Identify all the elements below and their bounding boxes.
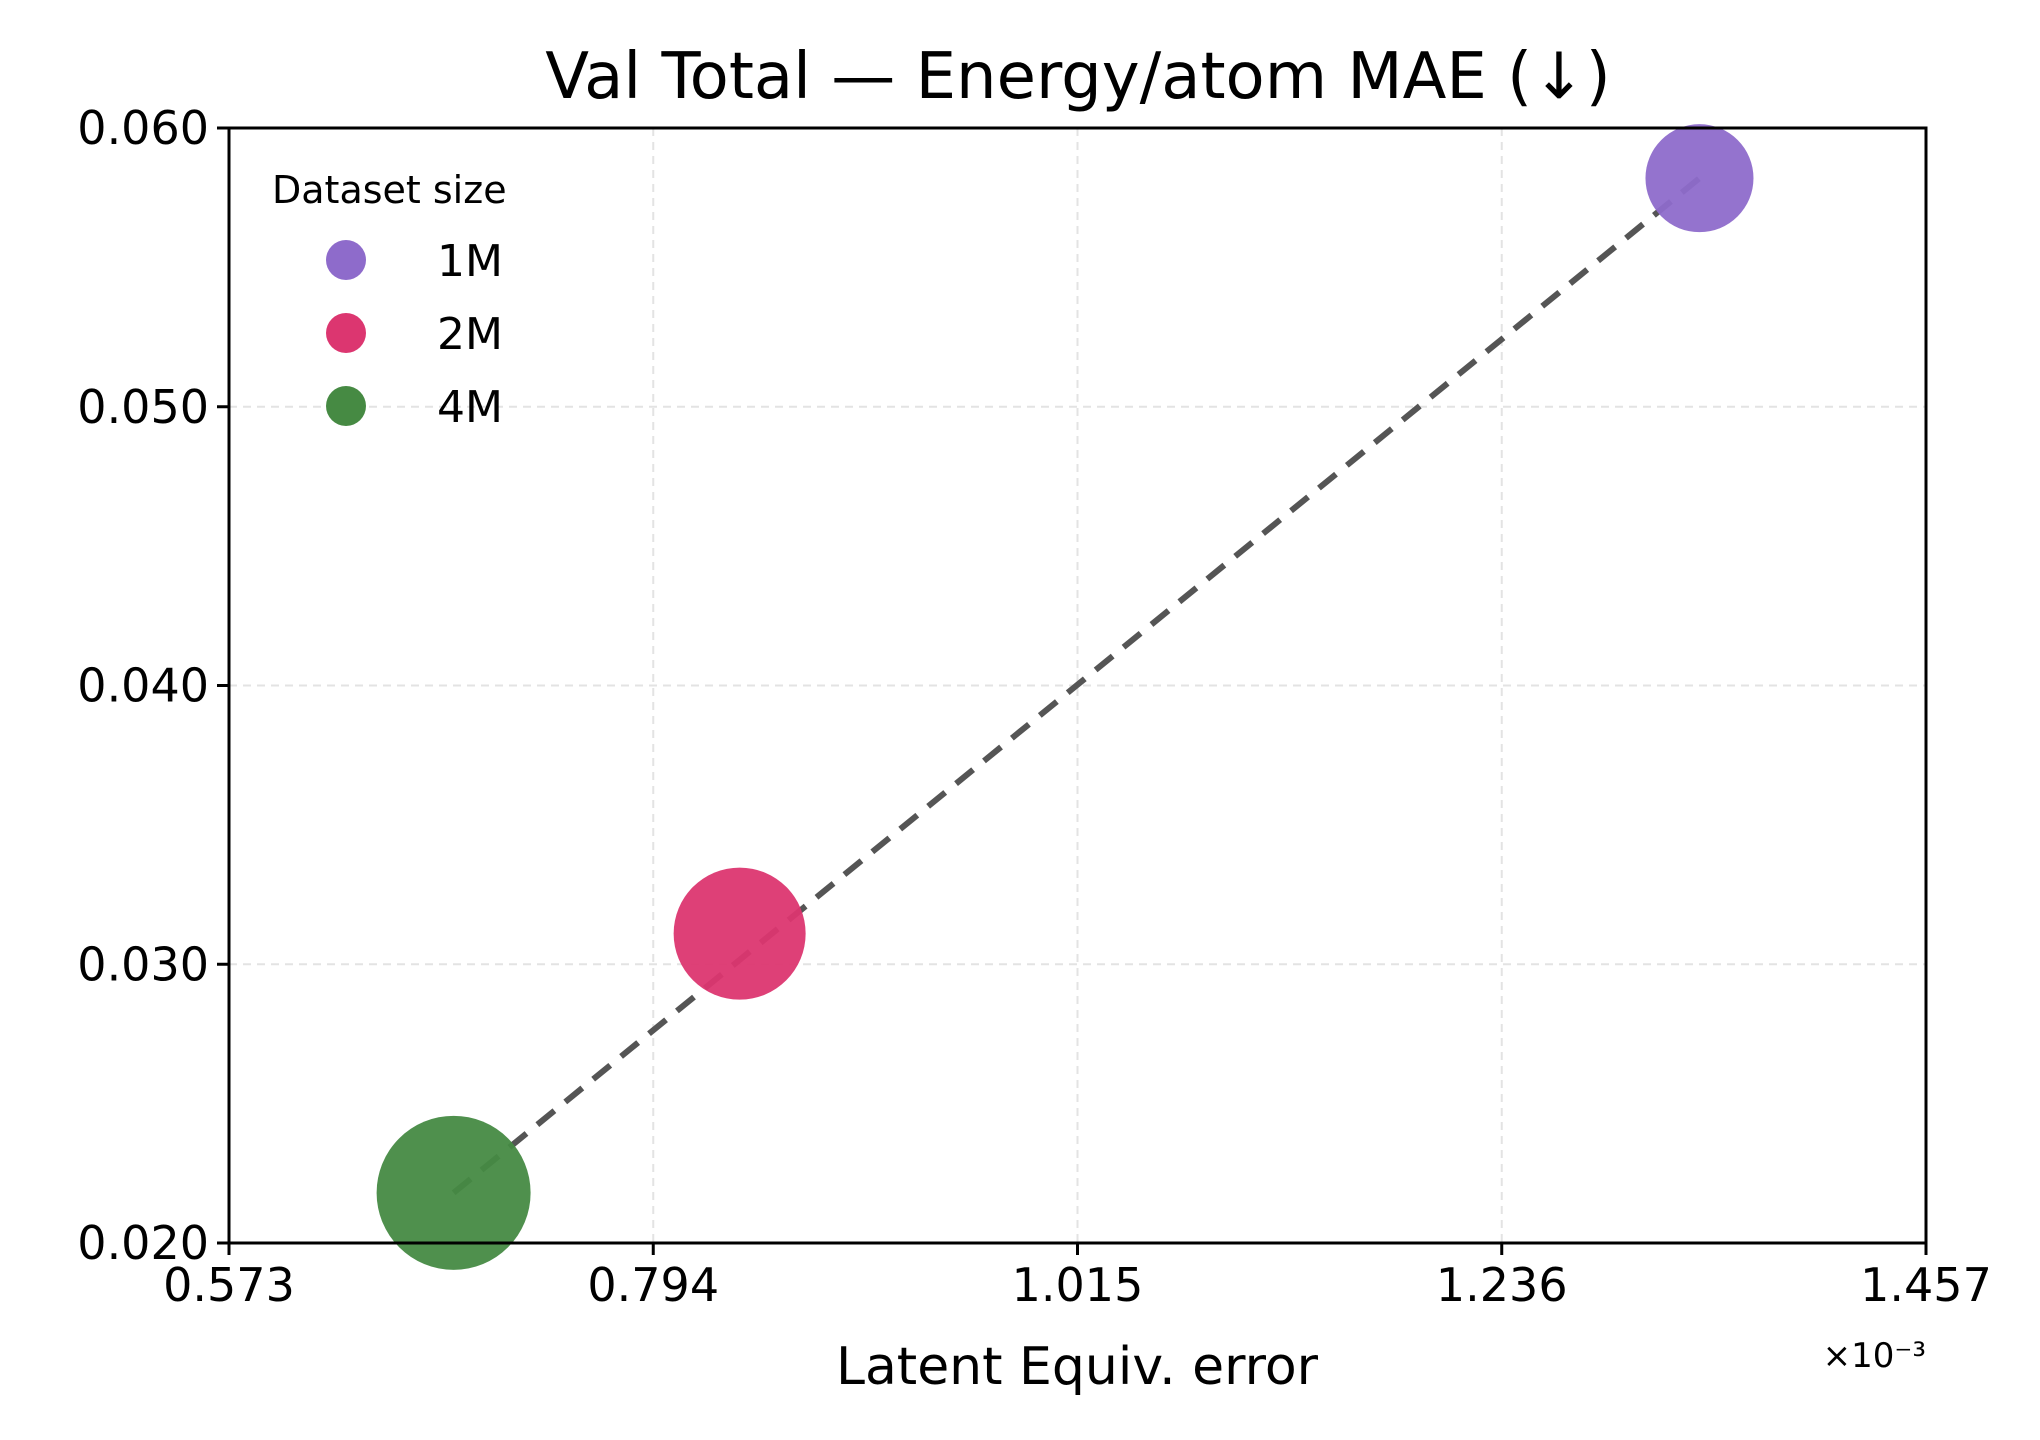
y-tick-label: 0.040 <box>77 659 209 713</box>
x-tick-label: 0.794 <box>587 1258 719 1312</box>
x-axis: 0.573 0.794 1.015 1.236 1.457 <box>163 1243 1992 1312</box>
legend-marker-2M <box>326 313 366 353</box>
y-tick-label: 0.050 <box>77 380 209 434</box>
y-tick-label: 0.020 <box>77 1216 209 1270</box>
legend-label-2M: 2M <box>437 309 503 360</box>
point-2M <box>673 867 806 1000</box>
legend-marker-4M <box>326 386 366 426</box>
x-scale-offset: ×10⁻³ <box>1823 1336 1926 1376</box>
grid <box>229 128 1926 1243</box>
data-points <box>376 124 1754 1270</box>
x-tick-label: 1.015 <box>1012 1258 1144 1312</box>
point-1M <box>1645 124 1754 233</box>
legend: Dataset size 1M 2M 4M <box>272 168 507 433</box>
legend-label-1M: 1M <box>437 236 503 287</box>
chart-title: Val Total — Energy/atom MAE (↓) <box>545 40 1610 114</box>
point-4M <box>376 1115 531 1270</box>
y-tick-label: 0.060 <box>77 101 209 155</box>
trendline <box>451 175 1702 1196</box>
x-tick-label: 1.457 <box>1860 1258 1992 1312</box>
x-axis-label: Latent Equiv. error <box>836 1337 1319 1397</box>
y-axis: 0.020 0.030 0.040 0.050 0.060 <box>77 101 229 1270</box>
x-tick-label: 0.573 <box>163 1258 295 1312</box>
legend-marker-1M <box>326 240 366 280</box>
legend-title: Dataset size <box>272 168 507 212</box>
y-tick-label: 0.030 <box>77 937 209 991</box>
x-tick-label: 1.236 <box>1436 1258 1568 1312</box>
legend-label-4M: 4M <box>437 382 503 433</box>
